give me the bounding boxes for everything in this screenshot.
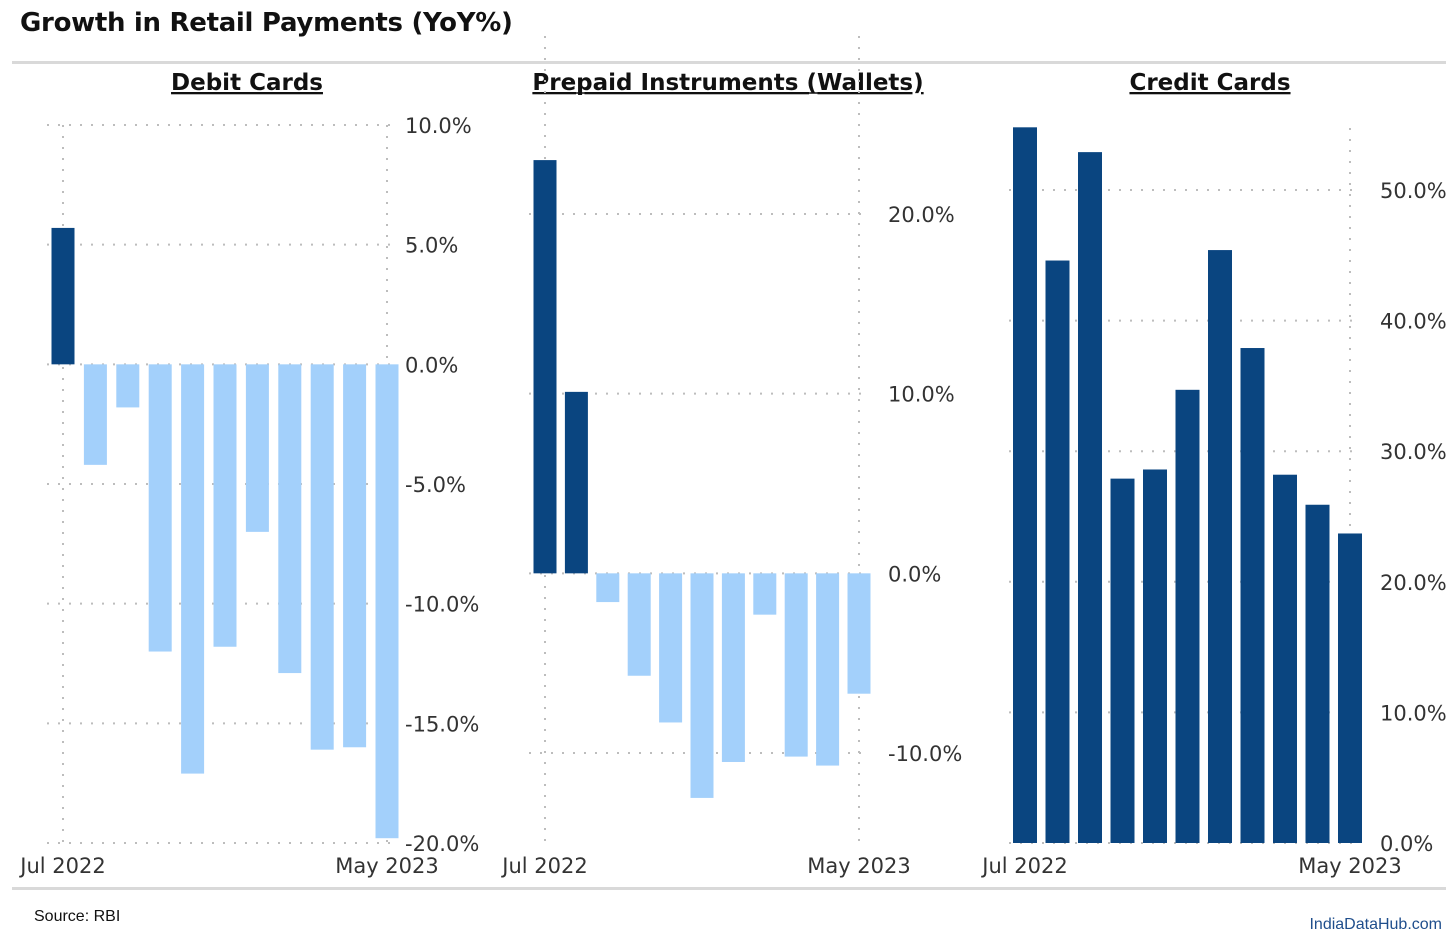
brand-link[interactable]: IndiaDataHub.com <box>1309 916 1442 933</box>
bar-dec-2022 <box>213 364 237 647</box>
x-tick-label: May 2023 <box>335 854 439 878</box>
chart-title: Debit Cards <box>171 70 323 96</box>
y-tick-label: -10.0% <box>888 742 962 766</box>
bar-aug-2022 <box>1045 260 1070 843</box>
chart-panel-1: Debit Cards 10.0% 5.0% 0.0% -5.0% -10.0% -15.0… <box>18 70 479 878</box>
bar-oct-2022 <box>1110 478 1135 843</box>
bars <box>51 227 399 839</box>
bar-apr-2023 <box>816 573 840 766</box>
bars <box>1013 127 1362 844</box>
x-tick-label: Jul 2022 <box>500 854 587 878</box>
chart-title: Credit Cards <box>1129 70 1290 96</box>
y-tick-label: -15.0% <box>405 712 479 736</box>
bar-sep-2022 <box>116 364 140 408</box>
chart-panel-2: Prepaid Instruments (Wallets) 20.0% 10.0% 0… <box>500 36 962 878</box>
x-tick-label: Jul 2022 <box>18 854 105 878</box>
bar-mar-2023 <box>1273 474 1297 843</box>
bar-jan-2023 <box>1208 250 1232 844</box>
bar-jul-2022 <box>1013 127 1037 843</box>
y-tick-label: -5.0% <box>405 473 466 497</box>
y-tick-label: -20.0% <box>405 832 479 856</box>
bar-may-2023 <box>847 573 871 694</box>
y-tick-label: 50.0% <box>1380 179 1447 203</box>
bar-dec-2022 <box>690 573 714 798</box>
bar-oct-2022 <box>627 573 651 676</box>
bars <box>533 160 871 798</box>
bar-nov-2022 <box>1143 469 1167 843</box>
bar-apr-2023 <box>1305 504 1330 843</box>
y-tick-label: 20.0% <box>1380 571 1447 595</box>
top-divider <box>12 61 1446 64</box>
y-tick-label: 40.0% <box>1380 310 1447 334</box>
bar-mar-2023 <box>784 573 808 757</box>
bar-feb-2023 <box>1240 348 1265 843</box>
y-tick-label: -10.0% <box>405 593 479 617</box>
y-tick-label: 10.0% <box>1380 701 1447 725</box>
bar-may-2023 <box>1338 533 1362 843</box>
bar-may-2023 <box>375 364 399 839</box>
chart-panel-3: Credit Cards 50.0% 40.0% 30.0% 20.0% 10.0% 0.0… <box>980 70 1446 878</box>
x-tick-label: May 2023 <box>807 854 911 878</box>
bar-nov-2022 <box>181 364 205 774</box>
y-tick-label: 30.0% <box>1380 440 1447 464</box>
bar-mar-2023 <box>310 364 334 750</box>
source-note: Source: RBI <box>34 908 121 925</box>
bar-jan-2023 <box>245 364 269 532</box>
chart-title: Prepaid Instruments (Wallets) <box>532 70 923 96</box>
bar-sep-2022 <box>596 573 620 603</box>
bottom-divider <box>12 887 1446 890</box>
bar-feb-2023 <box>278 364 302 674</box>
y-tick-label: 5.0% <box>405 234 458 258</box>
bar-sep-2022 <box>1078 152 1102 844</box>
bar-aug-2022 <box>564 391 588 574</box>
y-tick-label: 0.0% <box>1380 832 1433 856</box>
bar-jul-2022 <box>51 227 75 365</box>
bar-nov-2022 <box>659 573 683 723</box>
x-tick-label: Jul 2022 <box>980 854 1067 878</box>
bar-dec-2022 <box>1175 389 1200 843</box>
bar-oct-2022 <box>148 364 172 652</box>
y-tick-label: 10.0% <box>888 383 955 407</box>
page-title: Growth in Retail Payments (YoY%) <box>20 8 513 38</box>
bar-apr-2023 <box>343 364 367 748</box>
bar-aug-2022 <box>83 364 107 465</box>
y-tick-label: 0.0% <box>405 353 458 377</box>
y-tick-label: 10.0% <box>405 114 472 138</box>
bar-feb-2023 <box>753 573 777 615</box>
y-tick-label: 20.0% <box>888 203 955 227</box>
x-tick-label: May 2023 <box>1298 854 1402 878</box>
bar-jul-2022 <box>533 160 557 574</box>
y-tick-label: 0.0% <box>888 562 941 586</box>
bar-jan-2023 <box>721 573 745 762</box>
